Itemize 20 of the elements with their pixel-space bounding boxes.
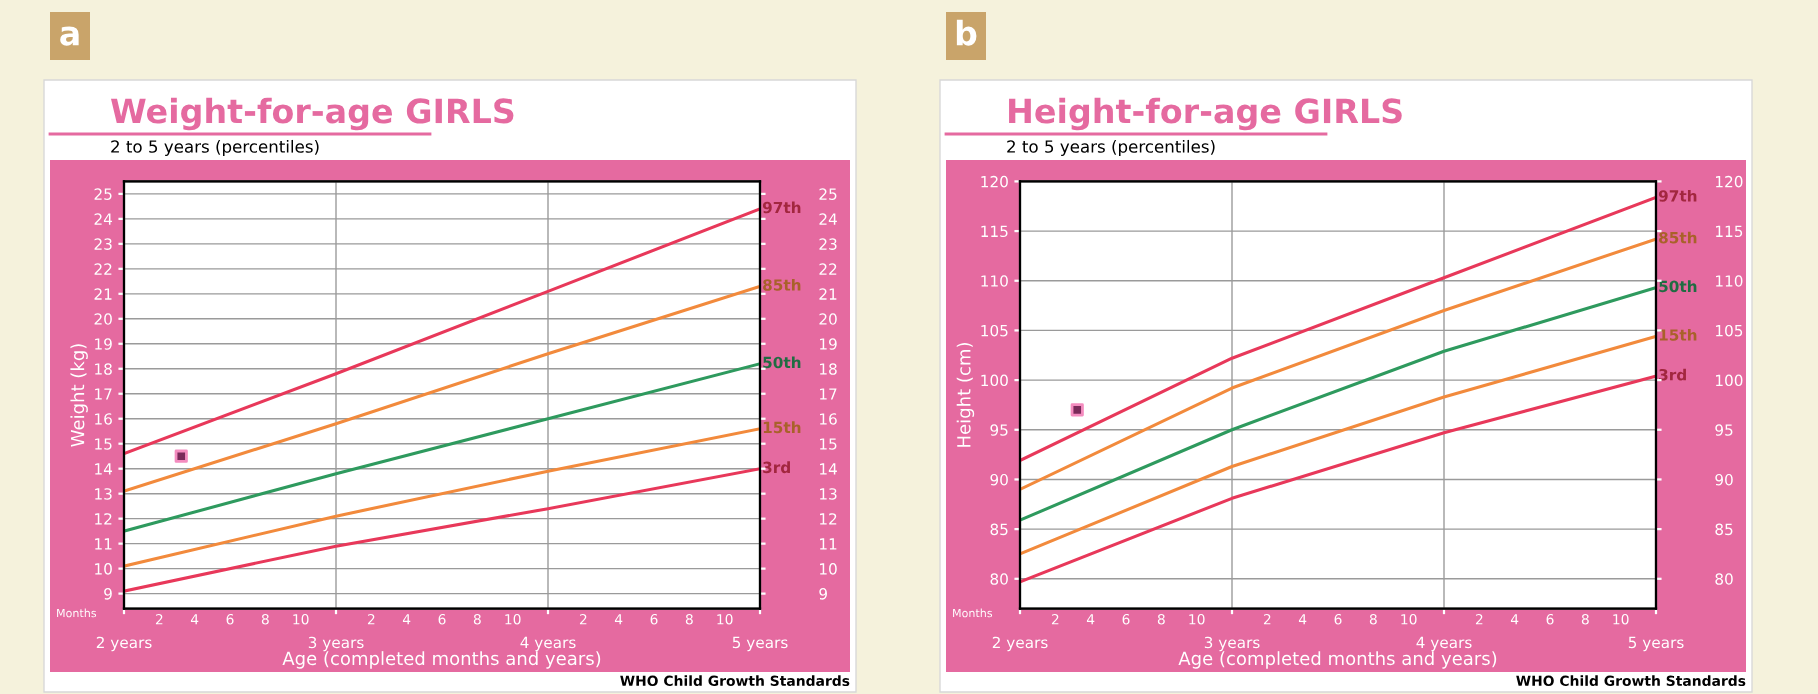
y-axis-title: Height (cm) <box>956 343 975 447</box>
chart-subtitle: 2 to 5 years (percentiles) <box>111 139 319 157</box>
y-axis-title: Weight (kg) <box>70 344 88 447</box>
line-series <box>1020 195 1656 463</box>
chart-title: Height-for-age GIRLS <box>1009 97 1402 131</box>
line-series <box>1020 374 1656 584</box>
line-series <box>124 467 760 593</box>
line-series <box>1020 286 1656 522</box>
line-series <box>124 362 760 533</box>
line-series <box>124 427 760 568</box>
x-axis-title: Age (completed months and years) <box>282 651 601 669</box>
line-series <box>124 284 760 493</box>
chart-title: Weight-for-age GIRLS <box>110 97 514 131</box>
line-series <box>1020 334 1656 556</box>
x-axis-title: Age (completed months and years) <box>1178 651 1497 669</box>
text: a <box>60 26 79 46</box>
text: b <box>956 19 977 46</box>
chart-subtitle: 2 to 5 years (percentiles) <box>1007 139 1215 157</box>
line-series <box>1020 237 1656 491</box>
line-series <box>124 207 760 456</box>
